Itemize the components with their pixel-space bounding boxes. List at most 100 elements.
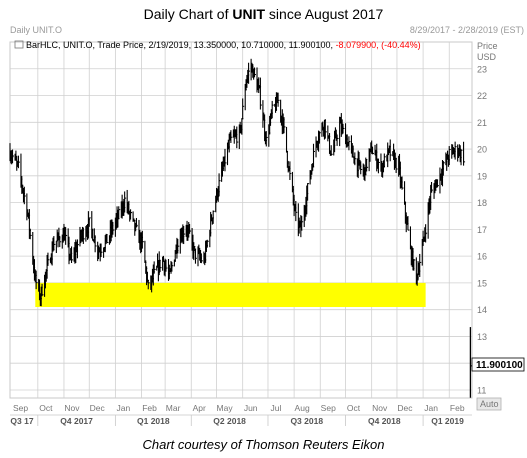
price-bar [366,159,369,172]
y-tick-label: 16 [477,252,487,262]
price-bar [29,228,32,240]
price-bar [94,235,97,253]
y-tick-label: 11 [477,385,486,395]
price-bar [324,119,327,139]
last-price-marker: 11.900100 [471,357,525,372]
x-quarter-label: Q3 17 [10,416,33,426]
price-bar [200,253,203,264]
price-bar [70,246,74,264]
y-tick-label: 21 [477,118,487,128]
y-tick-label: 18 [477,198,487,208]
price-bar [401,176,404,190]
chart-title: Daily Chart of UNIT since August 2017 [143,6,384,22]
auto-scale-button[interactable]: Auto [476,397,502,411]
price-bar [354,152,357,166]
price-bar [289,161,292,180]
price-bar [383,153,386,168]
y-tick-label: 23 [477,64,487,74]
y-tick-label: 15 [477,278,487,288]
price-bar [404,181,407,205]
price-bar [413,259,416,271]
x-month-label: Aug [295,403,310,413]
price-bar [159,260,162,273]
price-bar [312,143,316,168]
x-quarter-label: Q4 2017 [60,416,93,426]
y-tick-label: 14 [477,305,487,315]
price-bar [283,117,286,134]
price-bar [224,148,227,172]
price-bar [295,200,298,222]
x-month-label: Mar [166,403,181,413]
price-bar [348,136,351,151]
price-bar [206,239,209,248]
price-bar [165,259,168,272]
price-bar [389,139,392,162]
y-tick-label: 17 [477,225,487,235]
price-bar [419,253,422,277]
price-bar [230,130,233,143]
x-quarter-label: Q1 2018 [137,416,170,426]
price-bar [35,270,38,290]
corner-label: Daily UNIT.O [10,25,62,35]
x-month-label: Apr [193,403,206,413]
price-bar [112,221,115,235]
price-bar [130,209,133,220]
chart-caption: Chart courtesy of Thomson Reuters Eikon [142,437,385,452]
price-bar [135,217,138,228]
price-bar [342,123,345,134]
y-tick-label: 22 [477,91,487,101]
x-month-label: Oct [347,403,361,413]
x-month-label: Feb [450,403,465,413]
price-bar [124,191,127,213]
price-bar [277,92,280,107]
x-axis-months: Sep Oct Nov Dec Jan Feb Mar Apr May Jun Jul Aug Sep O… [13,403,465,413]
price-bar [59,235,62,248]
legend-change: -8.079900, (-40.44%) [336,40,421,50]
price-bar [17,155,20,169]
x-month-label: Nov [64,403,80,413]
price-bar [153,261,156,274]
price-bar [307,183,310,201]
price-bar [118,206,121,220]
currency-axis-label: USD [477,52,497,62]
price-bar [318,131,321,144]
price-bar [442,161,445,176]
x-quarter-label: Q1 2019 [431,416,464,426]
y-tick-label: 19 [477,171,487,181]
price-bar [259,77,262,110]
price-bar [141,230,144,249]
price-bar [88,217,91,227]
price-bar [65,227,68,245]
price-bar [183,226,186,245]
price-bar [407,216,410,231]
price-bar [253,67,256,78]
price-bar [144,240,147,263]
price-bar [171,262,174,272]
price-bar [301,216,304,231]
price-bar [454,141,457,160]
price-bar [100,243,103,258]
price-bar [271,100,274,119]
price-bar [330,145,333,156]
price-bar [248,62,251,84]
legend-toggle-icon[interactable] [14,40,24,49]
last-price-label: 11.900100 [476,360,523,371]
x-month-label: Jun [244,403,258,413]
title-ticker: UNIT [232,6,266,22]
x-month-label: Feb [142,403,157,413]
price-bar [395,157,398,173]
legend: BarHLC, UNIT.O, Trade Price, 2/19/2019, … [14,40,421,50]
price-bar [53,236,56,251]
x-month-label: Sep [13,403,28,413]
price-bar [194,248,197,264]
price-bar [177,238,180,254]
price-bar [218,173,221,197]
highlight-band [35,282,426,307]
x-month-label: Sep [321,403,336,413]
x-month-label: Nov [372,403,388,413]
price-bar [76,239,79,259]
price-bar [430,182,434,193]
x-month-label: Jan [117,403,131,413]
